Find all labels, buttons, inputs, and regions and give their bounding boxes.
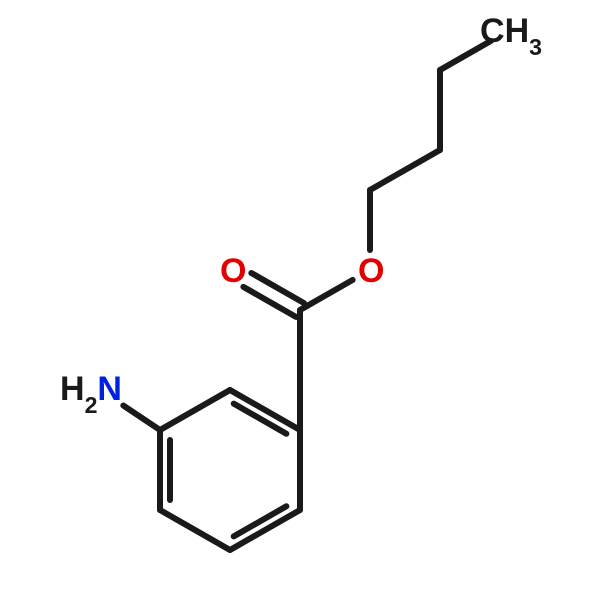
o-atom-label: O — [358, 252, 384, 290]
n-atom-label: H2N — [60, 370, 122, 418]
o-atom-label: O — [220, 252, 246, 290]
bonds-layer — [123, 41, 491, 550]
c-atom-label: CH3 — [480, 12, 542, 60]
chemical-structure-diagram: H2N O O CH3 — [0, 0, 600, 600]
